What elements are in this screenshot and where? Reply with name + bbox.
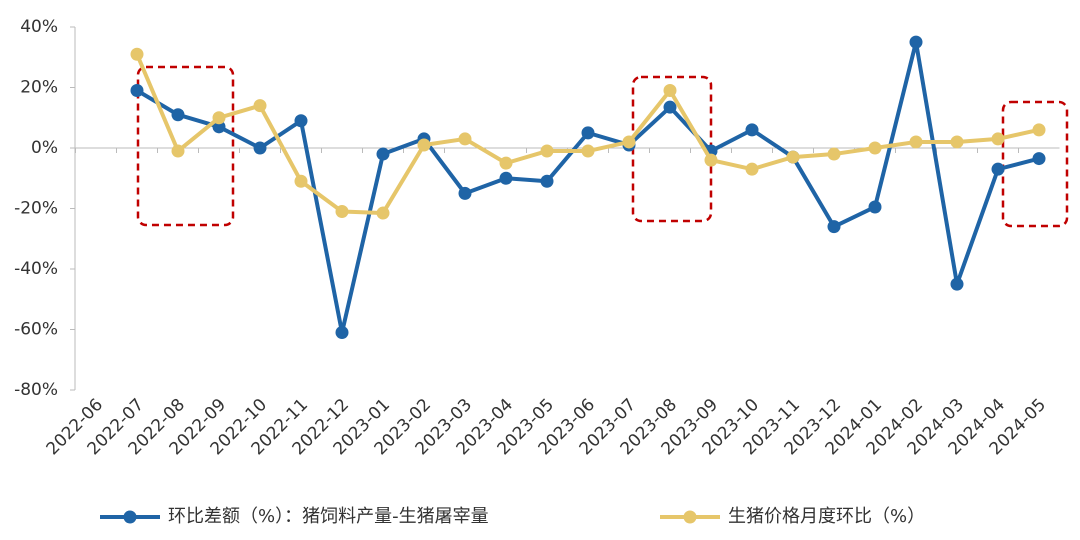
legend-label: 环比差额（%）：猪饲料产量-生猪屠宰量	[168, 506, 489, 527]
data-point	[376, 206, 390, 220]
data-point	[950, 135, 964, 149]
data-point	[294, 114, 308, 128]
data-point	[1032, 123, 1046, 137]
data-point	[909, 135, 923, 149]
data-point	[335, 326, 349, 340]
highlight-box	[1001, 100, 1069, 228]
y-tick-label: -60%	[14, 320, 58, 340]
data-point	[130, 84, 144, 98]
data-point	[991, 132, 1005, 146]
data-point	[786, 150, 800, 164]
legend: 环比差额（%）：猪饲料产量-生猪屠宰量 生猪价格月度环比（%）	[100, 506, 925, 527]
data-point	[171, 144, 185, 158]
highlight-box	[136, 65, 235, 227]
data-point	[376, 147, 390, 161]
data-point	[458, 186, 472, 200]
data-point	[581, 126, 595, 140]
legend-marker	[123, 510, 137, 524]
data-point	[663, 100, 677, 114]
data-point	[745, 123, 759, 137]
data-point	[417, 138, 431, 152]
data-point	[950, 277, 964, 291]
data-point	[868, 200, 882, 214]
y-tick-label: -20%	[14, 199, 58, 219]
highlight-box	[631, 75, 713, 223]
data-point	[499, 156, 513, 170]
legend-marker	[683, 510, 697, 524]
data-point	[622, 135, 636, 149]
data-point	[212, 120, 226, 134]
data-point	[540, 144, 554, 158]
data-point	[581, 144, 595, 158]
data-point	[499, 171, 513, 185]
data-point	[335, 205, 349, 219]
data-point	[909, 35, 923, 49]
data-point	[663, 84, 677, 98]
data-point	[130, 47, 144, 61]
data-point	[253, 99, 267, 113]
y-tick-label: 20%	[20, 78, 58, 98]
data-point	[868, 141, 882, 155]
data-point	[294, 174, 308, 188]
data-point	[253, 141, 267, 155]
y-tick-label: -40%	[14, 259, 58, 279]
data-point	[827, 220, 841, 234]
y-tick-label: 40%	[20, 17, 58, 37]
data-point	[745, 162, 759, 176]
data-point	[171, 108, 185, 122]
series-line	[135, 40, 1040, 335]
data-point	[212, 111, 226, 125]
data-point	[540, 174, 554, 188]
y-tick-label: -80%	[14, 380, 58, 400]
data-point	[991, 162, 1005, 176]
legend-label: 生猪价格月度环比（%）	[728, 506, 925, 527]
data-point	[827, 147, 841, 161]
data-point	[1032, 152, 1046, 166]
data-point	[458, 132, 472, 146]
y-tick-label: 0%	[31, 138, 58, 158]
data-point	[704, 153, 718, 167]
